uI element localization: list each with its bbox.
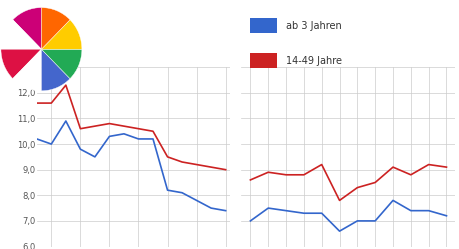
Bar bbox=[250, 53, 276, 68]
Text: ab 3 Jahren: ab 3 Jahren bbox=[285, 21, 341, 31]
Wedge shape bbox=[13, 7, 41, 49]
Wedge shape bbox=[13, 49, 41, 91]
Wedge shape bbox=[41, 49, 82, 79]
Wedge shape bbox=[41, 20, 82, 49]
Wedge shape bbox=[41, 7, 70, 49]
Bar bbox=[250, 18, 276, 33]
Wedge shape bbox=[1, 49, 41, 79]
Text: 14-49 Jahre: 14-49 Jahre bbox=[285, 56, 341, 65]
Wedge shape bbox=[1, 20, 41, 49]
Wedge shape bbox=[41, 49, 70, 91]
